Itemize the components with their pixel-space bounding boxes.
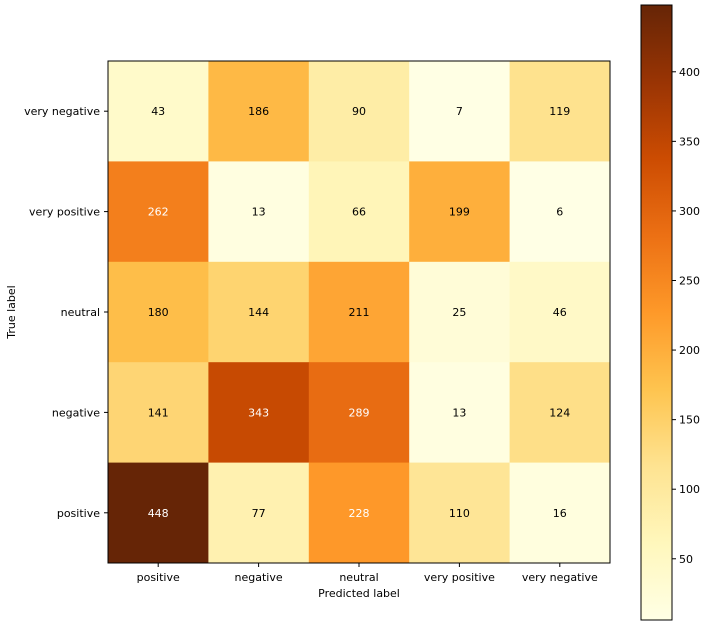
- heatmap-cell: [308, 161, 410, 263]
- colorbar-tick-label: 200: [679, 344, 700, 357]
- colorbar-ticks: 50 100 150 200 250 300 350 400: [672, 66, 700, 566]
- cell-value-label: 6: [556, 206, 563, 219]
- cell-value-label: 43: [151, 105, 165, 118]
- cell-value-label: 228: [349, 507, 370, 520]
- heatmap-cell: [509, 161, 611, 263]
- y-tick-label: very negative: [24, 105, 100, 118]
- colorbar-tick-label: 400: [679, 66, 700, 79]
- heatmap-cell: [308, 362, 410, 464]
- heatmap-cell: [208, 261, 310, 363]
- heatmap-cell: [409, 362, 511, 464]
- cell-value-label: 46: [553, 306, 567, 319]
- cell-value-label: 77: [252, 507, 266, 520]
- heatmap-cell: [108, 261, 209, 363]
- cell-value-label: 13: [452, 406, 466, 419]
- cell-value-label: 66: [352, 206, 366, 219]
- cell-value-label: 110: [449, 507, 470, 520]
- cell-value-label: 90: [352, 105, 366, 118]
- x-axis-ticks: positive negative neutral very positive very…: [137, 563, 598, 584]
- x-tick-label: positive: [137, 571, 180, 584]
- cell-value-label: 199: [449, 206, 470, 219]
- colorbar-tick-label: 250: [679, 274, 700, 287]
- colorbar: [640, 4, 673, 621]
- heatmap-cell: [108, 161, 209, 263]
- heatmap-cell: [509, 362, 611, 464]
- cell-value-label: 448: [148, 507, 169, 520]
- heatmap-cell: [208, 161, 310, 263]
- heatmap-cell: [509, 261, 611, 363]
- heatmap-cells: 43 186 90 7 119 262 13 66 199 6 180 144 211 25 46 141 34…: [108, 61, 611, 564]
- heatmap-cell: [409, 61, 511, 162]
- cell-value-label: 343: [248, 406, 269, 419]
- heatmap-cell: [208, 462, 310, 564]
- cell-value-label: 289: [349, 406, 370, 419]
- y-axis-ticks: very negative very positive neutral negativ…: [24, 105, 108, 520]
- y-tick-label: very positive: [29, 206, 100, 219]
- heatmap-cell: [409, 161, 511, 263]
- x-axis-label: Predicted label: [318, 587, 400, 600]
- x-tick-label: very negative: [522, 571, 598, 584]
- cell-value-label: 13: [252, 206, 266, 219]
- cell-value-label: 124: [549, 406, 570, 419]
- heatmap-cell: [308, 61, 410, 162]
- y-tick-label: negative: [52, 406, 100, 419]
- x-tick-label: neutral: [339, 571, 378, 584]
- y-tick-label: positive: [57, 507, 100, 520]
- y-tick-label: neutral: [61, 306, 100, 319]
- x-tick-label: negative: [235, 571, 283, 584]
- colorbar-tick-label: 100: [679, 483, 700, 496]
- cell-value-label: 25: [452, 306, 466, 319]
- heatmap-cell: [208, 61, 310, 162]
- heatmap-cell: [108, 61, 209, 162]
- colorbar-tick-label: 50: [679, 553, 693, 566]
- cell-value-label: 186: [248, 105, 269, 118]
- cell-value-label: 16: [553, 507, 567, 520]
- cell-value-label: 7: [456, 105, 463, 118]
- heatmap-cell: [308, 462, 410, 564]
- heatmap-cell: [108, 362, 209, 464]
- heatmap-cell: [409, 261, 511, 363]
- colorbar-tick-label: 350: [679, 135, 700, 148]
- heatmap-cell: [509, 462, 611, 564]
- cell-value-label: 262: [148, 206, 169, 219]
- heatmap-cell: [509, 61, 611, 162]
- y-axis-label: True label: [5, 285, 18, 339]
- cell-value-label: 180: [148, 306, 169, 319]
- cell-value-label: 141: [148, 406, 169, 419]
- colorbar-tick-label: 150: [679, 414, 700, 427]
- heatmap-cell: [108, 462, 209, 564]
- cell-value-label: 119: [549, 105, 570, 118]
- cell-value-label: 144: [248, 306, 269, 319]
- cell-value-label: 211: [349, 306, 370, 319]
- x-tick-label: very positive: [424, 571, 495, 584]
- colorbar-tick-label: 300: [679, 205, 700, 218]
- heatmap-cell: [308, 261, 410, 363]
- heatmap-cell: [208, 362, 310, 464]
- heatmap-cell: [409, 462, 511, 564]
